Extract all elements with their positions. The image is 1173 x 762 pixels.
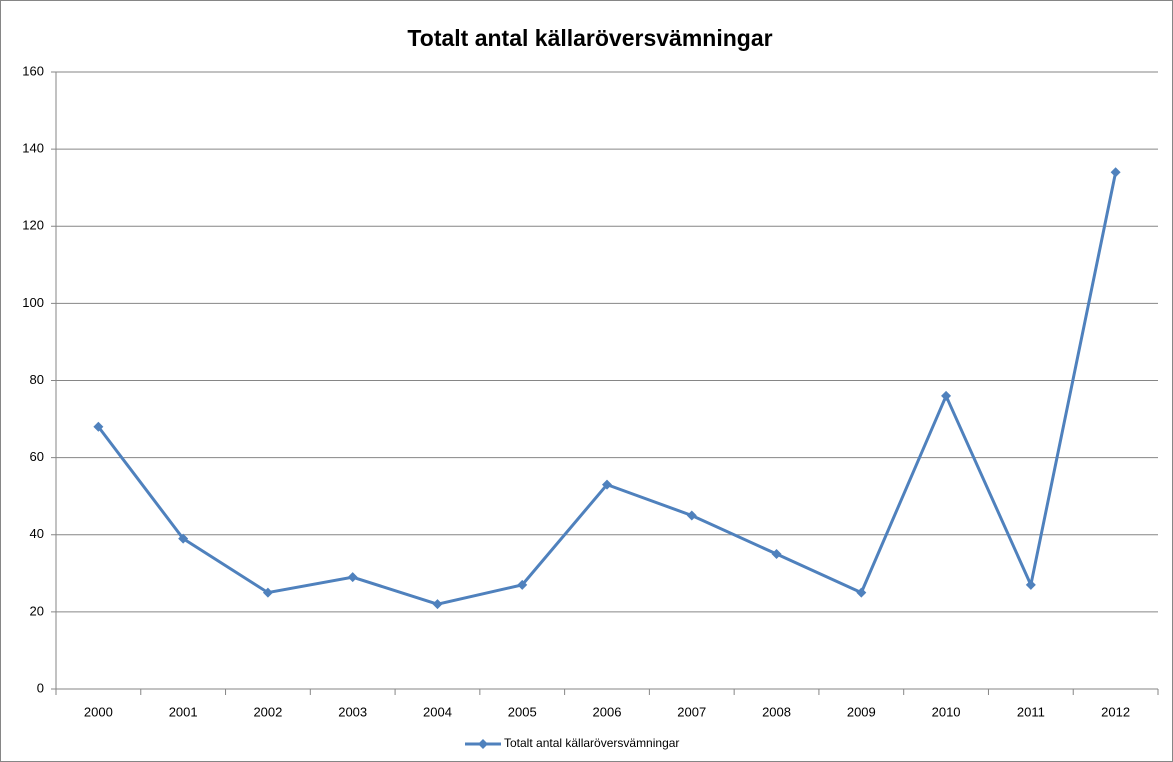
marker	[1025, 579, 1036, 590]
marker	[686, 510, 697, 521]
y-tick-label: 120	[22, 218, 44, 233]
y-tick-label: 100	[22, 295, 44, 310]
x-tick-label: 2007	[677, 704, 706, 719]
y-tick-label: 140	[22, 141, 44, 156]
y-tick-label: 160	[22, 63, 44, 78]
x-tick-label: 2012	[1101, 704, 1130, 719]
marker	[347, 572, 358, 583]
legend-label: Totalt antal källaröversvämningar	[504, 736, 679, 750]
y-tick-label: 60	[30, 449, 44, 464]
y-tick-label: 40	[30, 526, 44, 541]
marker	[517, 579, 528, 590]
marker	[1110, 167, 1121, 178]
x-tick-label: 2000	[84, 704, 113, 719]
x-tick-label: 2005	[508, 704, 537, 719]
marker	[771, 549, 782, 560]
x-tick-label: 2004	[423, 704, 452, 719]
chart-title: Totalt antal källaröversvämningar	[407, 25, 772, 51]
x-tick-label: 2006	[593, 704, 622, 719]
marker	[602, 479, 612, 490]
marker	[856, 587, 867, 598]
y-tick-label: 20	[30, 603, 44, 618]
x-tick-label: 2003	[338, 704, 367, 719]
marker	[178, 533, 189, 544]
x-tick-label: 2009	[847, 704, 876, 719]
marker	[93, 421, 104, 432]
x-tick-label: 2001	[169, 704, 198, 719]
marker	[432, 599, 443, 610]
x-tick-label: 2011	[1017, 704, 1045, 719]
x-tick-label: 2010	[932, 704, 961, 719]
legend-marker	[478, 739, 488, 749]
marker	[262, 587, 273, 598]
y-tick-label: 0	[37, 680, 44, 695]
x-tick-label: 2002	[253, 704, 282, 719]
x-tick-label: 2008	[762, 704, 791, 719]
y-tick-label: 80	[30, 372, 44, 387]
marker	[941, 390, 952, 401]
